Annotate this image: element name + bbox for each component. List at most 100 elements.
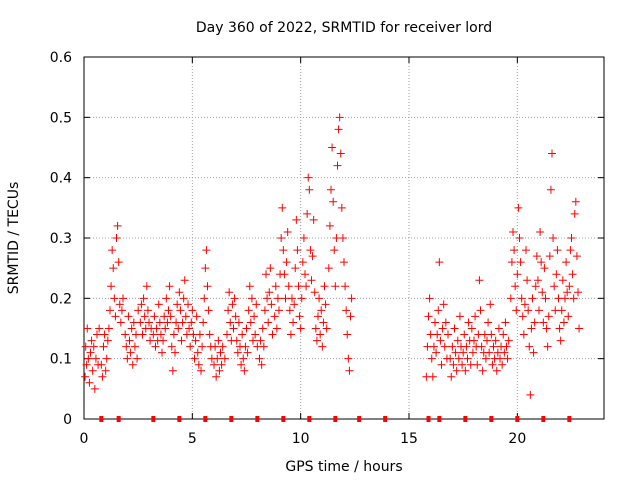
data-point bbox=[438, 324, 447, 333]
data-point bbox=[570, 209, 579, 218]
data-point bbox=[531, 282, 540, 291]
data-point bbox=[473, 360, 482, 369]
data-point bbox=[507, 258, 516, 267]
data-point bbox=[556, 336, 565, 345]
data-point bbox=[492, 366, 501, 375]
data-point bbox=[544, 312, 553, 321]
data-point bbox=[453, 336, 462, 345]
data-point bbox=[566, 246, 575, 255]
data-point bbox=[106, 306, 114, 315]
data-point bbox=[184, 300, 192, 309]
data-point bbox=[86, 348, 95, 357]
data-point bbox=[292, 215, 301, 224]
data-point bbox=[513, 270, 522, 279]
data-point bbox=[463, 354, 472, 363]
data-point bbox=[314, 312, 322, 321]
data-point bbox=[193, 348, 202, 357]
data-point bbox=[322, 324, 331, 333]
data-point bbox=[512, 306, 521, 315]
data-point bbox=[427, 354, 436, 363]
data-point bbox=[289, 318, 298, 327]
data-point bbox=[342, 306, 351, 315]
data-point bbox=[99, 342, 108, 351]
data-point bbox=[467, 324, 476, 333]
data-point bbox=[308, 252, 317, 261]
data-point bbox=[338, 234, 347, 242]
data-point bbox=[491, 336, 500, 345]
data-point bbox=[486, 300, 495, 309]
data-point bbox=[487, 330, 496, 339]
data-point bbox=[550, 282, 559, 291]
data-point bbox=[228, 300, 237, 309]
baseline-marker bbox=[333, 416, 338, 422]
data-point bbox=[220, 354, 229, 363]
data-point bbox=[529, 348, 538, 357]
data-point bbox=[158, 348, 166, 357]
data-point bbox=[139, 294, 148, 303]
data-point bbox=[336, 149, 345, 158]
data-point bbox=[533, 276, 542, 285]
data-point bbox=[520, 300, 529, 309]
data-point bbox=[518, 312, 527, 321]
data-point bbox=[116, 318, 125, 327]
data-point bbox=[210, 360, 218, 369]
data-point bbox=[565, 282, 574, 291]
data-point bbox=[87, 336, 96, 345]
baseline-marker bbox=[426, 416, 431, 422]
data-point bbox=[341, 282, 350, 291]
data-point bbox=[247, 294, 256, 303]
data-point bbox=[93, 330, 101, 339]
data-point bbox=[90, 384, 99, 393]
data-point bbox=[232, 336, 241, 345]
data-point bbox=[258, 324, 267, 333]
data-point bbox=[169, 330, 178, 339]
data-point bbox=[297, 294, 306, 303]
data-point bbox=[134, 306, 143, 315]
data-point bbox=[165, 282, 174, 291]
data-point bbox=[218, 342, 227, 351]
data-point bbox=[241, 342, 250, 351]
data-point bbox=[344, 354, 353, 363]
data-point bbox=[536, 227, 545, 236]
data-point bbox=[239, 354, 248, 363]
data-point bbox=[133, 354, 142, 363]
data-point bbox=[503, 354, 512, 363]
data-point bbox=[569, 294, 578, 303]
data-point bbox=[501, 318, 510, 327]
data-point bbox=[295, 312, 304, 321]
data-point bbox=[510, 246, 519, 255]
data-point bbox=[441, 318, 450, 327]
data-point bbox=[464, 318, 473, 327]
data-point bbox=[194, 360, 203, 369]
data-point bbox=[95, 324, 104, 333]
data-point bbox=[528, 294, 537, 303]
data-point bbox=[447, 372, 456, 381]
data-point bbox=[111, 312, 120, 321]
data-point bbox=[259, 342, 268, 351]
data-point bbox=[331, 282, 340, 291]
data-point bbox=[127, 324, 136, 333]
data-point bbox=[320, 282, 329, 291]
data-point bbox=[316, 330, 325, 339]
data-point bbox=[267, 300, 276, 309]
data-point bbox=[325, 221, 334, 230]
data-point bbox=[563, 288, 572, 297]
data-point bbox=[519, 330, 528, 339]
baseline-marker bbox=[151, 416, 156, 422]
data-point bbox=[164, 306, 173, 315]
data-point bbox=[167, 342, 176, 351]
data-point bbox=[428, 372, 437, 381]
data-point bbox=[282, 258, 291, 267]
data-point bbox=[572, 252, 581, 261]
data-point bbox=[280, 270, 289, 279]
data-point bbox=[552, 270, 561, 279]
data-point bbox=[458, 360, 467, 369]
data-point bbox=[137, 300, 146, 309]
data-point bbox=[448, 342, 457, 351]
data-point bbox=[568, 270, 577, 279]
data-point bbox=[429, 342, 438, 351]
baseline-marker bbox=[567, 416, 572, 422]
data-point bbox=[205, 330, 214, 339]
data-point bbox=[506, 294, 515, 303]
